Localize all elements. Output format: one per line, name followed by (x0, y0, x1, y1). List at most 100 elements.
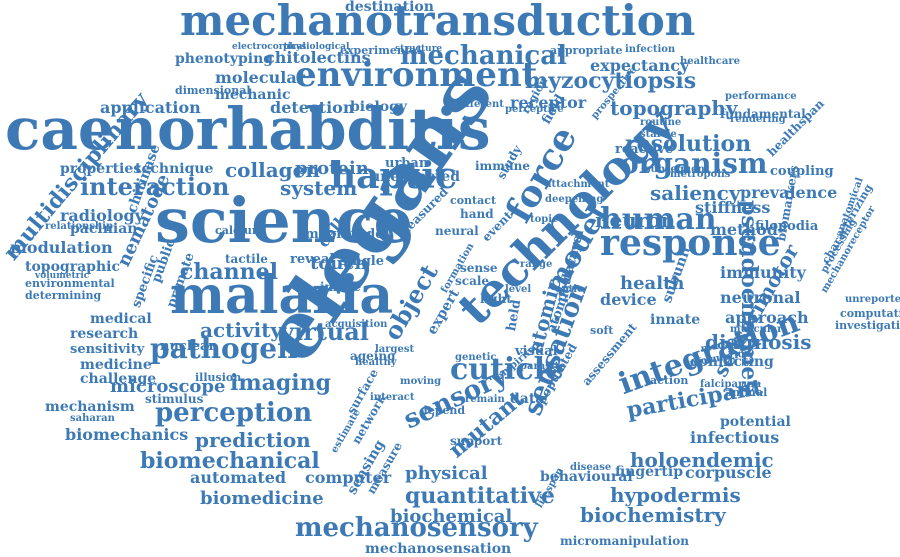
cloud-word: reactive (615, 142, 674, 157)
cloud-word: calcium (215, 224, 264, 237)
cloud-word: cuticle (450, 352, 565, 387)
cloud-word: perception (155, 398, 313, 428)
cloud-word: environmental (25, 277, 115, 290)
cloud-word: startle (640, 129, 677, 140)
cloud-word: radiology (60, 206, 144, 225)
cloud-word: hypodermis (610, 483, 741, 507)
cloud-word: routine (640, 117, 682, 128)
cloud-word: method (710, 220, 778, 239)
cloud-word: holoendemic (630, 448, 774, 472)
cloud-word: malaria (170, 265, 394, 326)
cloud-word: physical (405, 463, 488, 484)
cloud-word: chitolectins (265, 48, 371, 67)
cloud-word: performance (725, 91, 797, 102)
cloud-word: computer (305, 468, 392, 487)
cloud-word: mechanism (45, 399, 135, 415)
cloud-word: unexpected (370, 169, 460, 185)
cloud-word: coupling (770, 164, 834, 179)
cloud-word: myzocytiopsis (525, 68, 697, 94)
cloud-word: biomechanical (140, 448, 320, 474)
cloud-word: properties (60, 161, 142, 177)
cloud-word: infectious (690, 428, 780, 447)
cloud-word: imaging (230, 370, 332, 396)
cloud-word: perceptive (505, 104, 564, 115)
cloud-word: fingertip (615, 464, 684, 480)
cloud-word: health (620, 273, 685, 294)
cloud-word: stiffness (695, 198, 771, 217)
cloud-word: stimulus (145, 392, 204, 406)
cloud-word: device (600, 290, 657, 309)
cloud-word: mechanotransduction (180, 0, 696, 45)
cloud-word: mechanosensory (295, 513, 538, 543)
cloud-word: conflicting (690, 354, 774, 370)
cloud-word: largest (375, 344, 415, 355)
cloud-word: single (340, 254, 385, 269)
cloud-word: innate (650, 312, 701, 328)
cloud-word: ageing (350, 349, 396, 363)
cloud-word: corpuscle (685, 463, 772, 482)
cloud-word: system (280, 176, 358, 200)
cloud-word: sensitivity (70, 342, 145, 357)
cloud-word: application (100, 98, 201, 117)
cloud-word: reveal (290, 252, 335, 267)
cloud-word: modulation (10, 238, 113, 257)
cloud-word: illusion (195, 371, 242, 384)
cloud-word: animal (725, 386, 768, 399)
cloud-word: subsequent (645, 164, 710, 175)
cloud-word: topographic (25, 259, 120, 275)
cloud-word: support (450, 434, 503, 448)
cloud-word: sense (460, 261, 498, 275)
cloud-word: dimensional (175, 84, 251, 97)
cloud-word: caenorhabditis (5, 95, 491, 163)
cloud-word: touch (310, 253, 368, 274)
cloud-word: soft (590, 324, 614, 337)
cloud-word: unreported (845, 294, 900, 305)
cloud-word: human (600, 202, 717, 237)
cloud-word: metropolis (670, 169, 731, 180)
cloud-word: experimental (340, 44, 422, 57)
cloud-word: activity (200, 318, 283, 342)
cloud-word: relationship (45, 221, 113, 232)
cloud-word: resolution (625, 131, 752, 157)
cloud-word: haptic (330, 155, 457, 197)
cloud-word: fundamental (720, 107, 806, 121)
cloud-word: deepening (545, 194, 604, 205)
cloud-word: microscope (110, 376, 226, 397)
cloud-word: tactile (225, 252, 268, 266)
cloud-word: optic (555, 284, 584, 295)
cloud-word: diagnosis (705, 330, 812, 354)
cloud-word: pathogen (150, 332, 298, 365)
cloud-word: saharan (70, 413, 115, 424)
cloud-word: protein (295, 158, 369, 179)
cloud-word: investigation (835, 319, 900, 332)
cloud-word: acquisition (325, 319, 388, 330)
cloud-word: depend (420, 404, 466, 417)
cloud-word: immune (475, 159, 531, 173)
cloud-word: biology (350, 99, 408, 115)
cloud-word: disease (570, 462, 612, 473)
cloud-word: technique (135, 161, 214, 177)
cloud-word: mechanical (400, 41, 567, 71)
cloud-word: automated (190, 468, 287, 487)
cloud-word: virtual (280, 317, 369, 346)
cloud-word: volumetric (35, 271, 90, 281)
cloud-word: challenge (80, 371, 157, 387)
cloud-word: medical (90, 311, 152, 327)
cloud-word: biochemistry (580, 503, 726, 527)
cloud-word: healthcare (680, 56, 740, 67)
cloud-word: research (70, 326, 139, 342)
cloud-word: light (480, 292, 512, 306)
cloud-word: neural (435, 224, 479, 238)
cloud-word: phenotyping (175, 51, 274, 67)
cloud-word: immunity (720, 263, 806, 282)
cloud-word: computational (840, 307, 900, 320)
cloud-word: behavioural (540, 469, 633, 485)
cloud-word: filopodia (755, 219, 819, 234)
cloud-word: data (510, 391, 545, 407)
cloud-word: neuronal (720, 288, 801, 307)
cloud-word: mechanosensation (365, 541, 512, 557)
cloud-word: remain (465, 394, 505, 405)
cloud-word: saliency (650, 181, 741, 205)
cloud-word: determining (25, 289, 102, 302)
